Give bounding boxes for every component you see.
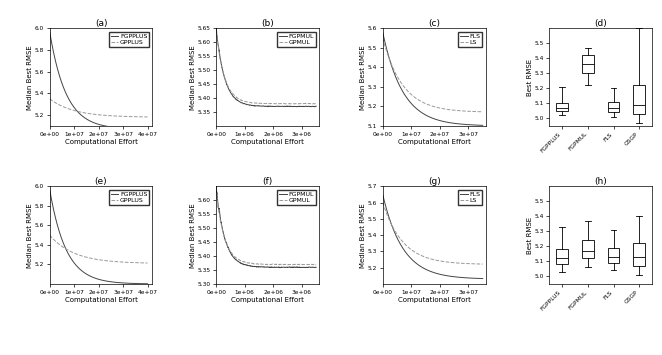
Y-axis label: Median Best RMSE: Median Best RMSE [190,203,196,268]
Y-axis label: Median Best RMSE: Median Best RMSE [27,45,33,110]
X-axis label: Computational Effort: Computational Effort [398,139,471,145]
PathPatch shape [582,55,594,73]
X-axis label: Computational Effort: Computational Effort [231,297,304,303]
X-axis label: Computational Effort: Computational Effort [398,297,471,303]
X-axis label: Computational Effort: Computational Effort [65,139,138,145]
Y-axis label: Median Best RMSE: Median Best RMSE [360,203,366,268]
PathPatch shape [556,103,568,111]
Y-axis label: Best RMSE: Best RMSE [527,217,533,254]
Legend: FLS, LS: FLS, LS [458,32,483,47]
PathPatch shape [634,86,645,114]
Legend: FGPPLUS, GPPLUS: FGPPLUS, GPPLUS [109,190,150,205]
Y-axis label: Median Best RMSE: Median Best RMSE [27,203,33,268]
Legend: FGPMUL, GPMUL: FGPMUL, GPMUL [277,190,316,205]
Y-axis label: Median Best RMSE: Median Best RMSE [190,45,196,110]
Legend: FGPMUL, GPMUL: FGPMUL, GPMUL [277,32,316,47]
Y-axis label: Median Best RMSE: Median Best RMSE [360,45,366,110]
Title: (c): (c) [428,18,440,28]
Title: (d): (d) [594,18,607,28]
Title: (a): (a) [95,18,107,28]
PathPatch shape [556,250,568,264]
Legend: FGPPLUS, GPPLUS: FGPPLUS, GPPLUS [109,32,150,47]
Title: (e): (e) [95,177,107,186]
PathPatch shape [582,240,594,258]
X-axis label: Computational Effort: Computational Effort [231,139,304,145]
Title: (h): (h) [594,177,607,186]
PathPatch shape [608,102,620,113]
Y-axis label: Best RMSE: Best RMSE [527,59,533,96]
Legend: FLS, LS: FLS, LS [458,190,483,205]
PathPatch shape [608,248,620,263]
X-axis label: Computational Effort: Computational Effort [65,297,138,303]
Title: (f): (f) [262,177,273,186]
PathPatch shape [634,244,645,266]
Title: (b): (b) [261,18,274,28]
Title: (g): (g) [428,177,440,186]
